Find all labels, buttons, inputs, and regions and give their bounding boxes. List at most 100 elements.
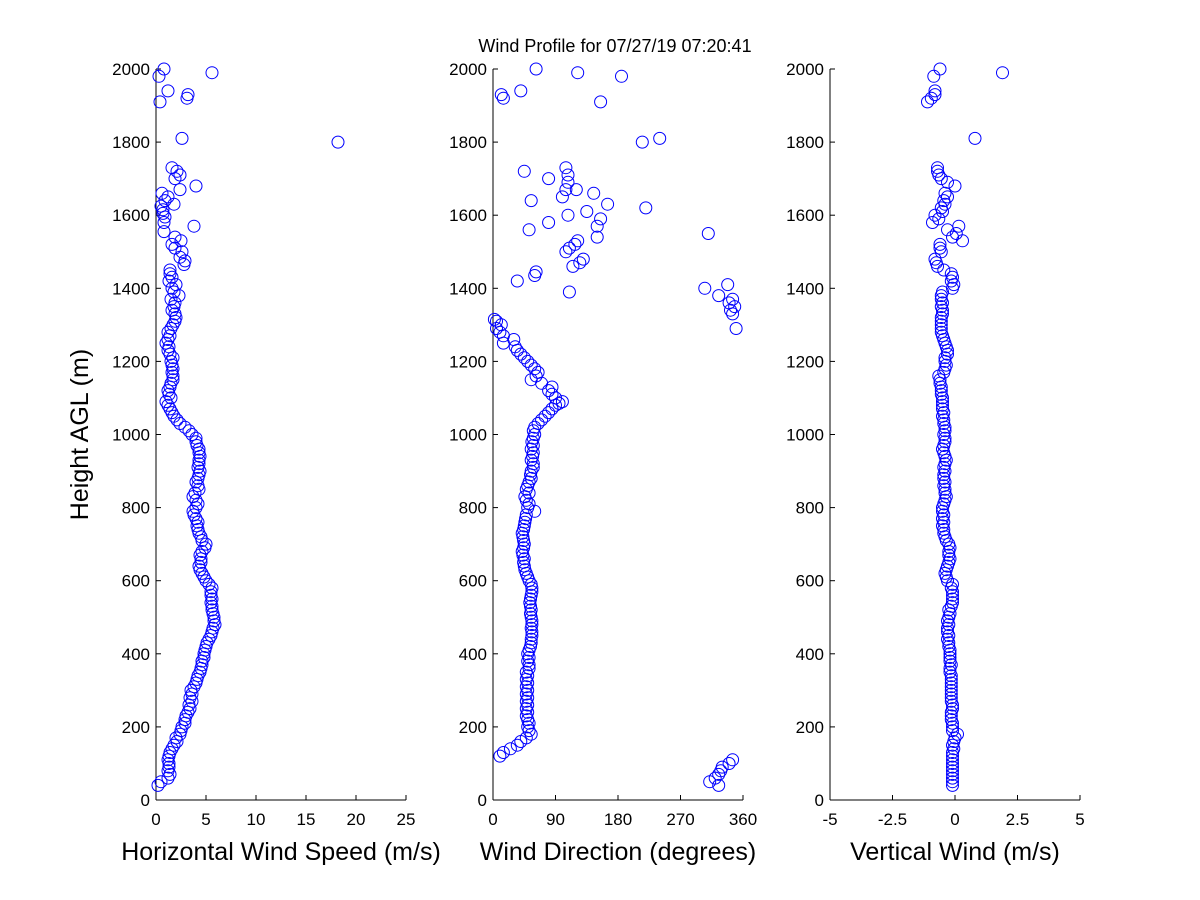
data-point [946,702,959,716]
data-point [921,95,934,109]
data-point [168,307,182,321]
data-point [175,131,189,145]
x-tick-label: 0 [950,810,959,829]
data-point [156,203,170,217]
data-point [162,274,176,288]
data-point [191,479,205,493]
data-point [178,254,192,268]
data-point [189,431,203,445]
data-point [168,230,182,244]
data-point [490,322,503,335]
y-tick-label: 0 [141,791,150,810]
y-tick-label: 800 [459,499,487,518]
data-point [934,384,948,398]
panel-vertical-wind: 0 200 400 600 800 1000 1200 1400 1600 1800 2000 -5 -… [786,60,1085,866]
y-tick-label: 1400 [449,279,487,298]
data-point [937,526,951,540]
data-point [173,168,187,182]
data-point [195,566,209,580]
data-point [165,237,179,251]
data-point [207,614,221,628]
data-point [590,230,604,244]
y-tick-label: 400 [796,645,824,664]
panel-horizontal-wind-speed: 0 200 400 600 800 1000 1200 1400 1600 1800 2000 0 5 1… [66,60,441,866]
x-tick-label: 90 [546,810,565,829]
data-point [193,548,207,562]
data-point [194,555,208,569]
data-point [943,654,957,668]
data-point [722,296,736,310]
data-point [161,771,175,785]
data-point [519,731,533,745]
y-tick-label: 2000 [786,60,824,79]
x-tick-label: -5 [822,810,837,829]
data-point [522,486,536,500]
data-point [931,164,944,178]
data-point [156,206,170,220]
data-point [169,278,183,292]
x-tick-label: 2.5 [1006,810,1030,829]
data-point [946,592,959,606]
data-point [722,757,736,770]
data-point [524,636,538,650]
data-point [175,245,189,259]
data-point [942,603,956,617]
data-point [161,325,175,339]
data-point [153,95,167,109]
data-point [943,665,957,679]
data-point [947,278,961,292]
data-point [185,428,199,441]
data-point [157,62,171,76]
data-point [944,274,958,288]
x-tick-label: 360 [729,810,757,829]
data-point [206,621,220,635]
data-point [517,164,531,178]
data-point [503,742,517,756]
data-point [946,764,959,778]
data-point [152,69,166,83]
data-point [559,183,573,197]
data-point [163,267,177,281]
data-point [531,417,545,430]
data-point [182,424,196,438]
data-point [943,647,957,661]
x-tick-label: 25 [397,810,416,829]
data-point [941,190,954,204]
data-point [205,603,219,617]
data-point [178,420,192,434]
data-point [937,471,951,485]
data-point [522,497,536,511]
data-point [163,746,177,759]
data-point [508,340,522,354]
data-point [587,186,601,200]
y-tick-label: 200 [796,718,824,737]
data-point [927,69,941,83]
data-point [724,303,737,317]
y-tick-label: 1600 [112,206,150,225]
data-point [701,227,715,240]
data-point [204,588,218,602]
x-tick-label: 5 [1075,810,1084,829]
y-tick-label: 600 [796,572,824,591]
data-point [161,384,175,398]
data-point [151,778,165,792]
data-point [931,161,944,175]
data-point [173,183,187,197]
data-point [933,237,947,251]
data-point [944,683,958,697]
data-point [519,665,533,679]
data-point [569,183,583,197]
y-tick-label: 2000 [449,60,487,79]
x-tick-label: 20 [347,810,366,829]
data-point [200,636,214,650]
data-point [205,66,219,80]
y-tick-label: 400 [122,645,150,664]
data-point [559,161,573,175]
data-point [528,420,542,434]
y-tick-label: 1200 [786,352,824,371]
data-point [946,778,959,792]
data-point [195,545,209,558]
data-point [715,760,729,774]
y-tick-label: 1400 [112,279,150,298]
data-point [933,62,947,76]
